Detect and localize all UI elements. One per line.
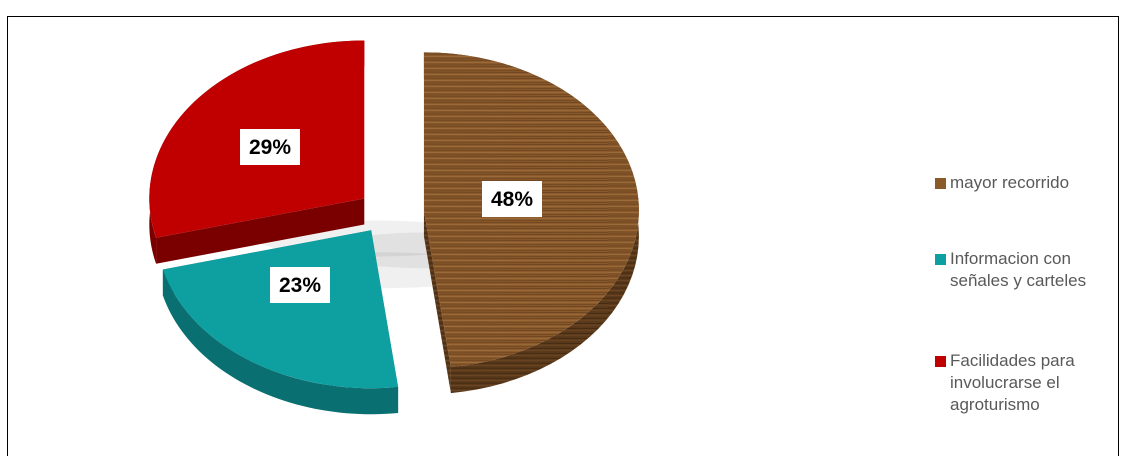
data-label-box-1 — [270, 267, 330, 303]
legend-item-facilidades: Facilidades para involucrarse el agrotur… — [935, 350, 1125, 416]
legend-swatch-red — [935, 356, 946, 367]
data-label-0: 48% — [491, 188, 533, 211]
data-label-2: 29% — [249, 136, 291, 159]
legend-swatch-teal — [935, 254, 946, 265]
slice-wall-0-1 — [423, 210, 451, 394]
legend-item-mayor-recorrido: mayor recorrido — [935, 172, 1125, 194]
data-label-box-2 — [240, 129, 300, 165]
legend-swatch-wood — [935, 178, 946, 189]
pie-chart: 48% 23% 29% — [149, 40, 639, 415]
legend-label: Informacion con señales y carteles — [950, 249, 1087, 290]
slice-wall-2-0 — [156, 198, 365, 264]
data-label-box-0 — [482, 181, 542, 217]
data-label-1: 23% — [279, 274, 321, 297]
chart-frame: 48% 23% 29% mayor recorrido Informacion co… — [7, 16, 1119, 456]
pie-slice-1 — [162, 230, 399, 389]
legend-label: Facilidades para involucrarse el agrotur… — [950, 351, 1075, 414]
legend-item-informacion: Informacion con señales y carteles — [935, 248, 1125, 292]
legend-label: mayor recorrido — [950, 173, 1070, 192]
slice-side-1 — [162, 269, 399, 415]
